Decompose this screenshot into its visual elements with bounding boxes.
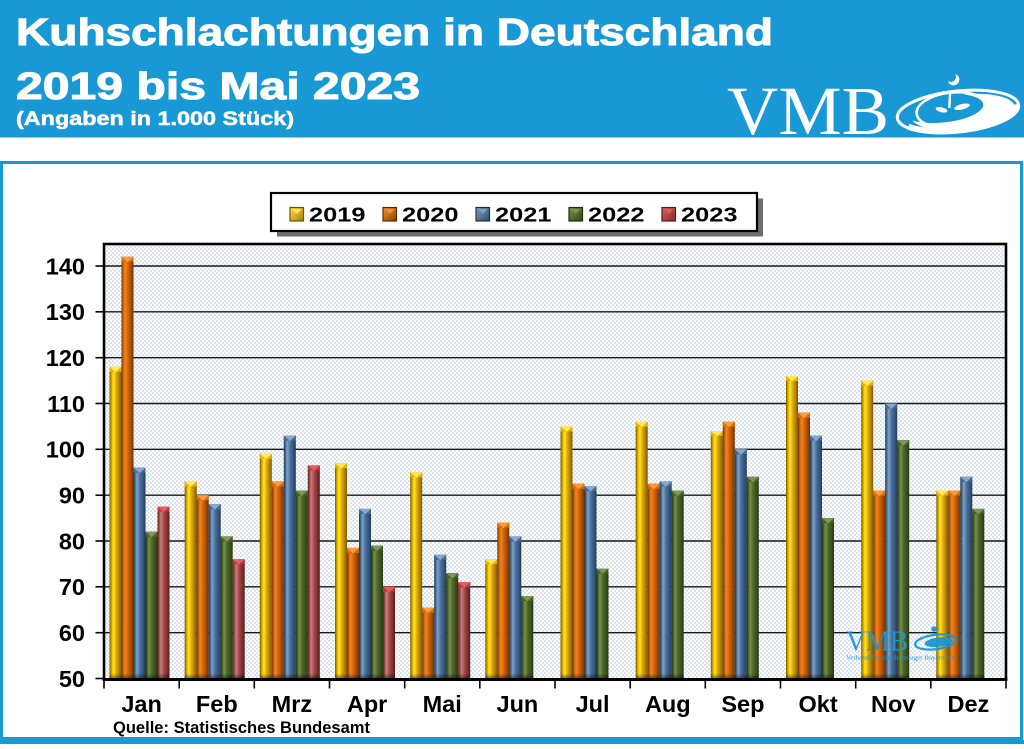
svg-text:Mrz: Mrz [272, 691, 312, 717]
svg-text:140: 140 [46, 253, 85, 279]
svg-text:Quelle: Statistisches Bundesam: Quelle: Statistisches Bundesamt [113, 719, 371, 737]
svg-text:2021: 2021 [495, 205, 552, 227]
svg-text:2020: 2020 [402, 205, 459, 227]
svg-text:2023: 2023 [681, 205, 738, 227]
svg-text:VMB: VMB [727, 73, 889, 149]
svg-text:(Angaben in 1.000 Stück): (Angaben in 1.000 Stück) [16, 109, 294, 130]
svg-text:Mai: Mai [423, 691, 462, 717]
svg-text:Aug: Aug [645, 691, 691, 717]
svg-text:Jul: Jul [576, 691, 610, 717]
svg-text:Nov: Nov [871, 691, 915, 717]
svg-text:Verband der Milcherzeuger Baye: Verband der Milcherzeuger Bayern e.V. [846, 655, 957, 662]
svg-text:Sep: Sep [721, 691, 764, 717]
svg-text:110: 110 [47, 391, 85, 417]
svg-text:90: 90 [59, 483, 85, 509]
svg-text:Feb: Feb [196, 691, 238, 717]
svg-text:60: 60 [59, 620, 85, 646]
svg-text:80: 80 [59, 528, 85, 554]
svg-text:Dez: Dez [948, 691, 990, 717]
svg-text:100: 100 [46, 437, 85, 463]
svg-text:Kuhschlachtungen in Deutschlan: Kuhschlachtungen in Deutschland [16, 12, 773, 54]
svg-text:2022: 2022 [588, 205, 645, 227]
svg-text:VMB: VMB [846, 627, 908, 658]
svg-text:130: 130 [46, 299, 85, 325]
svg-text:Jun: Jun [497, 691, 539, 717]
svg-text:Jan: Jan [121, 691, 162, 717]
svg-text:Apr: Apr [347, 691, 387, 717]
svg-text:50: 50 [59, 666, 85, 692]
svg-text:Okt: Okt [799, 691, 838, 717]
svg-text:2019: 2019 [309, 205, 366, 227]
svg-text:2019 bis Mai 2023: 2019 bis Mai 2023 [16, 66, 420, 108]
svg-text:120: 120 [46, 345, 85, 371]
svg-text:70: 70 [59, 574, 85, 600]
